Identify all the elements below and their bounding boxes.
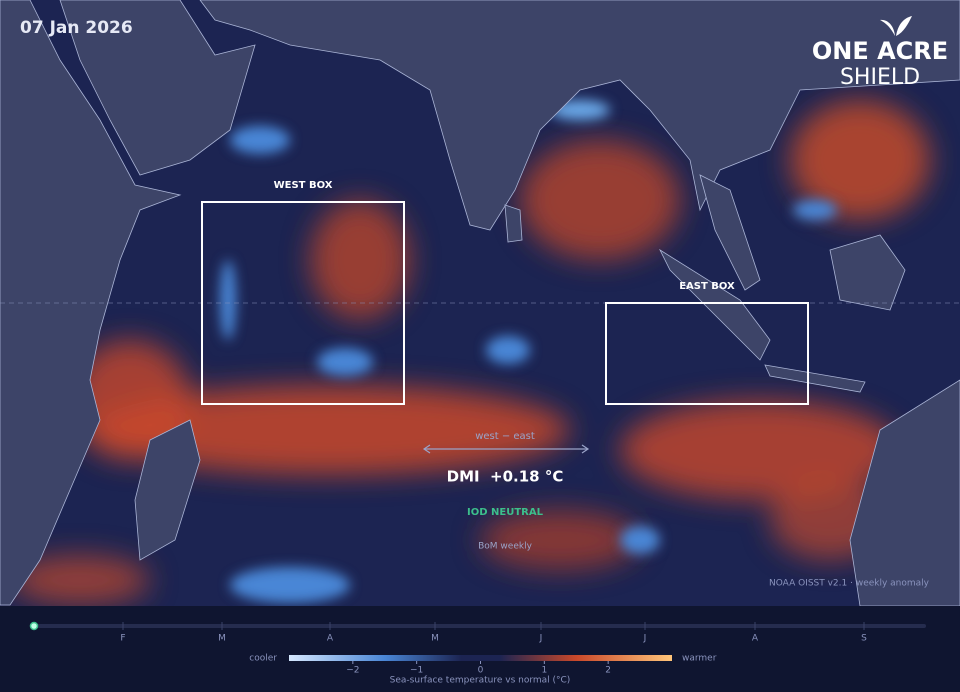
timeline-track[interactable] <box>34 624 926 628</box>
box-label: EAST BOX <box>679 281 735 292</box>
legend-caption: Sea-surface temperature vs normal (°C) <box>390 676 571 686</box>
month-label: J <box>539 634 543 644</box>
colorbar-label: −1 <box>410 666 423 676</box>
month-label: M <box>431 634 439 644</box>
logo-icon <box>880 16 912 36</box>
month-label: M <box>218 634 226 644</box>
iod-status: IOD NEUTRAL <box>467 507 544 518</box>
west-box <box>201 201 405 405</box>
brand-sub: SHIELD <box>840 65 920 90</box>
arrow <box>422 444 590 454</box>
month-label: S <box>861 634 867 644</box>
timeline-handle[interactable] <box>29 621 39 631</box>
dmi-caption: west − east <box>475 431 535 442</box>
dmi-value: DMI +0.18 °C <box>447 468 564 486</box>
legend-high: warmer <box>682 654 717 664</box>
month-label: A <box>327 634 334 644</box>
colorbar-label: −2 <box>346 666 359 676</box>
anomaly-field <box>10 100 930 605</box>
legend-low: cooler <box>249 654 277 664</box>
month-label: A <box>752 634 759 644</box>
east-box <box>605 302 809 405</box>
footer <box>0 606 960 692</box>
colorbar <box>289 655 672 661</box>
dmi-source: BoM weekly <box>478 542 532 552</box>
month-label: F <box>120 634 125 644</box>
month-label: J <box>643 634 647 644</box>
date: 07 Jan 2026 <box>20 18 133 38</box>
colorbar-label: 1 <box>541 666 547 676</box>
colorbar-label: 0 <box>478 666 484 676</box>
brand: ONE ACRE <box>812 37 948 65</box>
attribution: NOAA OISST v2.1 · weekly anomaly <box>769 579 930 589</box>
box-label: WEST BOX <box>274 180 333 191</box>
colorbar-label: 2 <box>605 666 611 676</box>
